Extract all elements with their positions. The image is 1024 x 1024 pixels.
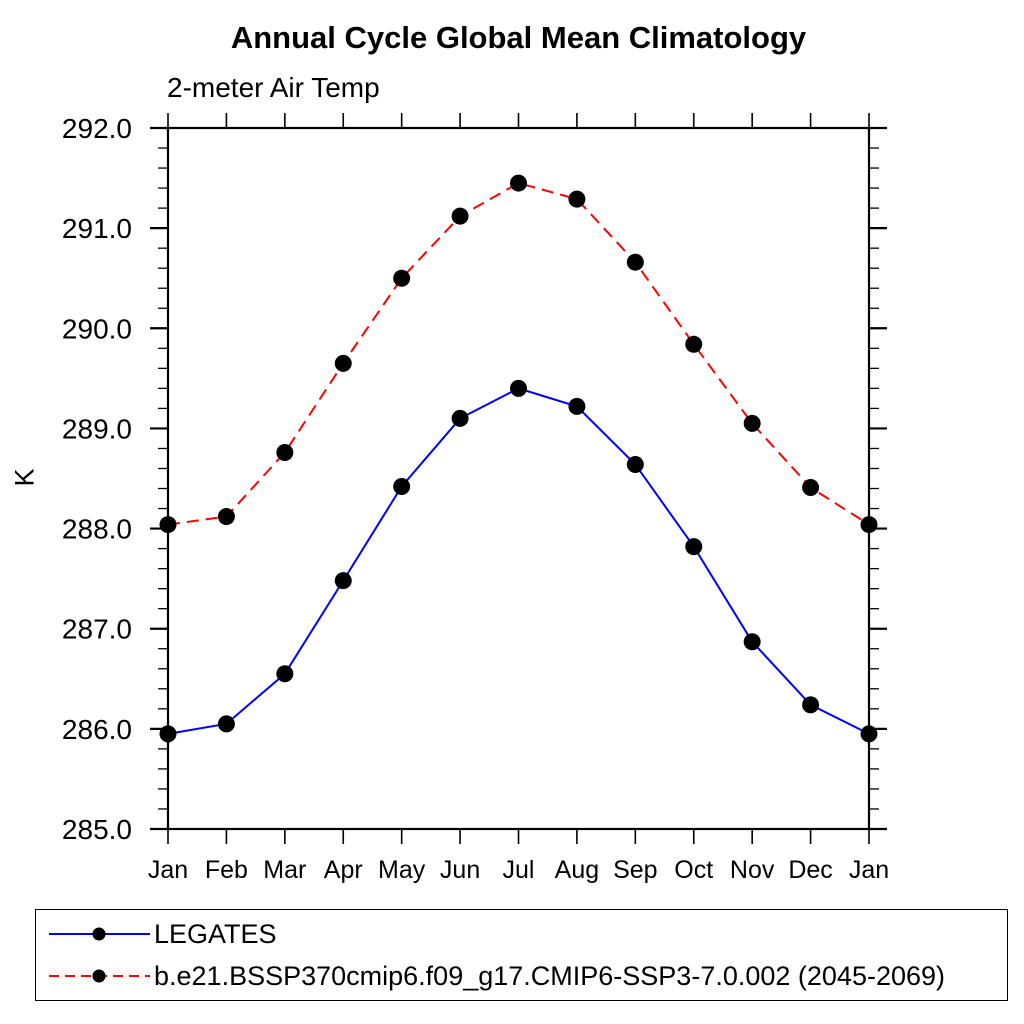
y-tick-label: 288.0 [62,514,132,545]
data-point-marker [159,516,177,534]
data-point-marker [393,478,411,496]
y-tick-label: 286.0 [62,714,132,745]
x-tick-label: Oct [674,856,713,884]
legend-entry-legates: LEGATES [36,913,1007,955]
data-point-marker [626,253,644,271]
y-tick-label: 285.0 [62,814,132,845]
data-point-marker [802,479,820,497]
data-point-marker [802,696,820,714]
chart-subtitle: 2-meter Air Temp [167,72,380,103]
legend-sample-marker [92,969,106,983]
x-tick-label: Jul [503,856,535,884]
x-tick-label: Dec [788,856,832,884]
x-tick-label: May [378,856,426,884]
data-point-marker [276,665,294,683]
x-tick-label: Jun [440,856,480,884]
data-point-marker [217,715,235,733]
legend-box: LEGATES b.e21.BSSP370cmip6.f09_g17.CMIP6… [35,909,1008,1001]
x-tick-label: Mar [263,856,306,884]
plot-area: 285.0 286.0 287.0 288.0 289.0 290.0 291.0 292.0… [62,113,889,884]
data-point-marker [451,409,469,427]
x-tick-label: Nov [730,856,775,884]
data-point-marker [159,725,177,743]
x-tick-label: Jan [148,856,188,884]
legend-line-sample-dashed [49,969,150,983]
data-point-marker [334,354,352,372]
data-point-marker [451,207,469,225]
y-tick-label: 291.0 [62,213,132,244]
data-point-marker [276,443,294,461]
x-tick-label: Apr [324,856,363,884]
data-point-marker [510,379,527,397]
x-tick-label: Sep [613,856,657,884]
data-point-marker [743,414,761,432]
legend-label-legates: LEGATES [154,918,277,949]
chart-title: Annual Cycle Global Mean Climatology [230,20,807,55]
x-tick-label: Jan [849,856,889,884]
series-line-dashed [167,182,870,526]
data-point-marker [626,455,644,473]
series-line-solid [167,387,870,735]
data-point-marker [860,725,878,743]
legend-line-sample-solid [49,927,150,941]
data-point-marker [510,174,527,192]
y-tick-label: 289.0 [62,413,132,444]
data-point-marker [217,508,235,526]
data-point-marker [568,190,586,208]
legend-sample-marker [92,927,106,941]
axis-frame [166,126,871,831]
data-point-marker [393,269,411,287]
legend-entry-model: b.e21.BSSP370cmip6.f09_g17.CMIP6-SSP3-7.… [36,955,1007,997]
y-tick-label: 290.0 [62,313,132,344]
data-point-marker [685,335,703,353]
data-point-marker [334,572,352,590]
y-tick-label: 292.0 [62,113,132,144]
x-tick-label: Aug [555,856,599,884]
data-point-marker [860,516,878,534]
data-point-marker [685,538,703,556]
data-point-marker [743,633,761,651]
data-point-marker [568,397,586,415]
x-tick-label: Feb [205,856,248,884]
y-tick-label: 287.0 [62,614,132,645]
legend-label-model: b.e21.BSSP370cmip6.f09_g17.CMIP6-SSP3-7.… [154,960,946,991]
